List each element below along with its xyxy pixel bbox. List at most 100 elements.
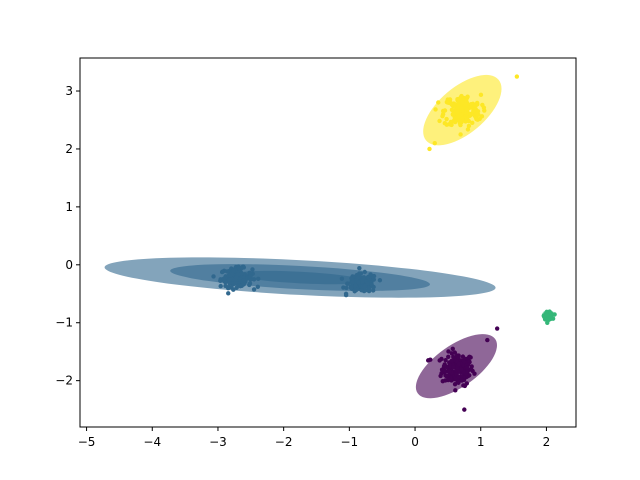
cluster-0-point [494,326,500,331]
cluster-0-point [442,368,447,373]
cluster-4-point [465,94,470,99]
cluster-1-point [251,287,257,292]
cluster-3-point [544,309,549,315]
cluster-0-point [456,380,461,385]
x-tick-label: 0 [411,435,419,449]
cluster-4-point [460,100,465,106]
cluster-4-point [452,119,458,125]
cluster-1-point [241,277,246,283]
cluster-2-point [344,285,349,291]
cluster-4-point [479,114,485,119]
cluster-4-point [482,108,487,113]
x-tick-label: −4 [143,435,161,449]
cluster-4-point [455,109,460,114]
cluster-0-point [452,381,458,387]
cluster-1-point [250,267,255,272]
cluster-2-point [370,288,376,293]
cluster-0-point [446,377,452,382]
cluster-4-point [432,140,437,146]
cluster-0-point [461,359,467,364]
cluster-4-point [449,122,454,127]
cluster-0-point [453,388,458,393]
x-tick-label: 2 [543,435,551,449]
cluster-1-point [256,276,261,282]
cluster-1-point [231,268,236,274]
cluster-2-point [353,283,358,289]
cluster-2-point [343,291,349,296]
cluster-0-point [446,354,451,359]
cluster-0-point [444,374,449,379]
cluster-4-point [514,74,520,79]
y-tick-label: −1 [55,316,73,330]
cluster-4-point [449,102,455,107]
cluster-1-point [227,277,233,282]
cluster-4-point [459,93,464,99]
cluster-1-point [255,284,261,289]
cluster-2-point [359,288,364,293]
cluster-1-point [235,272,241,277]
cluster-4-point [463,102,468,107]
cluster-1-point [221,276,226,282]
cluster-0-point [446,349,451,354]
cluster-1-point [211,274,216,279]
cluster-4-point [442,121,448,126]
cluster-3-point [552,312,557,317]
cluster-4-point [433,107,438,112]
cluster-1-point [248,274,253,279]
cluster-4-point [455,102,461,108]
cluster-4-point [436,100,441,105]
cluster-1-point [223,283,228,289]
cluster-0-point [462,383,468,389]
cluster-0-point [464,365,470,370]
cluster-2-ellipse-2 [235,270,366,285]
cluster-0-point [441,363,447,369]
y-tick-label: 0 [65,258,73,272]
cluster-0-point [450,346,455,352]
y-tick-label: 1 [65,200,73,214]
point-layer [211,74,557,412]
cluster-0-point [449,351,455,356]
cluster-1-point [220,269,225,274]
x-tick-label: 1 [477,435,485,449]
cluster-3-point [544,313,550,318]
y-tick-label: −2 [55,374,73,388]
cluster-4-point [464,98,469,103]
cluster-4-point [449,107,455,112]
cluster-1-point [233,275,239,280]
cluster-3-point [545,320,550,325]
cluster-2-point [368,272,373,277]
cluster-4-point [444,116,449,122]
cluster-1-point [239,271,244,276]
x-tick-label: −3 [209,435,227,449]
cluster-0-point [443,378,448,383]
cluster-4-point [459,105,464,111]
cluster-2-point [350,279,356,285]
cluster-4-point [474,116,479,122]
cluster-2-point [362,269,367,275]
cluster-4-point [450,112,456,117]
cluster-4-point [440,114,445,119]
cluster-4-point [466,123,472,129]
cluster-0-point [456,361,462,367]
cluster-4-point [468,105,473,110]
cluster-0-point [437,358,442,363]
cluster-2-point [356,280,361,285]
y-tick-label: 2 [65,142,73,156]
cluster-4-point [459,112,464,117]
cluster-2-point [365,281,371,286]
cluster-0-point [450,365,456,370]
cluster-0-point [449,358,454,363]
x-axis: −5 −4 −3 −2 −1 0 1 2 [78,427,551,449]
cluster-4-point [456,99,461,104]
cluster-4-point [470,120,475,126]
cluster-2-point [349,276,354,281]
cluster-0-point [443,358,448,363]
cluster-2-point [357,265,362,271]
cluster-4-point [471,108,476,114]
cluster-4-point [458,132,463,137]
cluster-1-point [238,283,243,289]
cluster-0-point [438,373,443,379]
cluster-1-point [247,282,252,288]
